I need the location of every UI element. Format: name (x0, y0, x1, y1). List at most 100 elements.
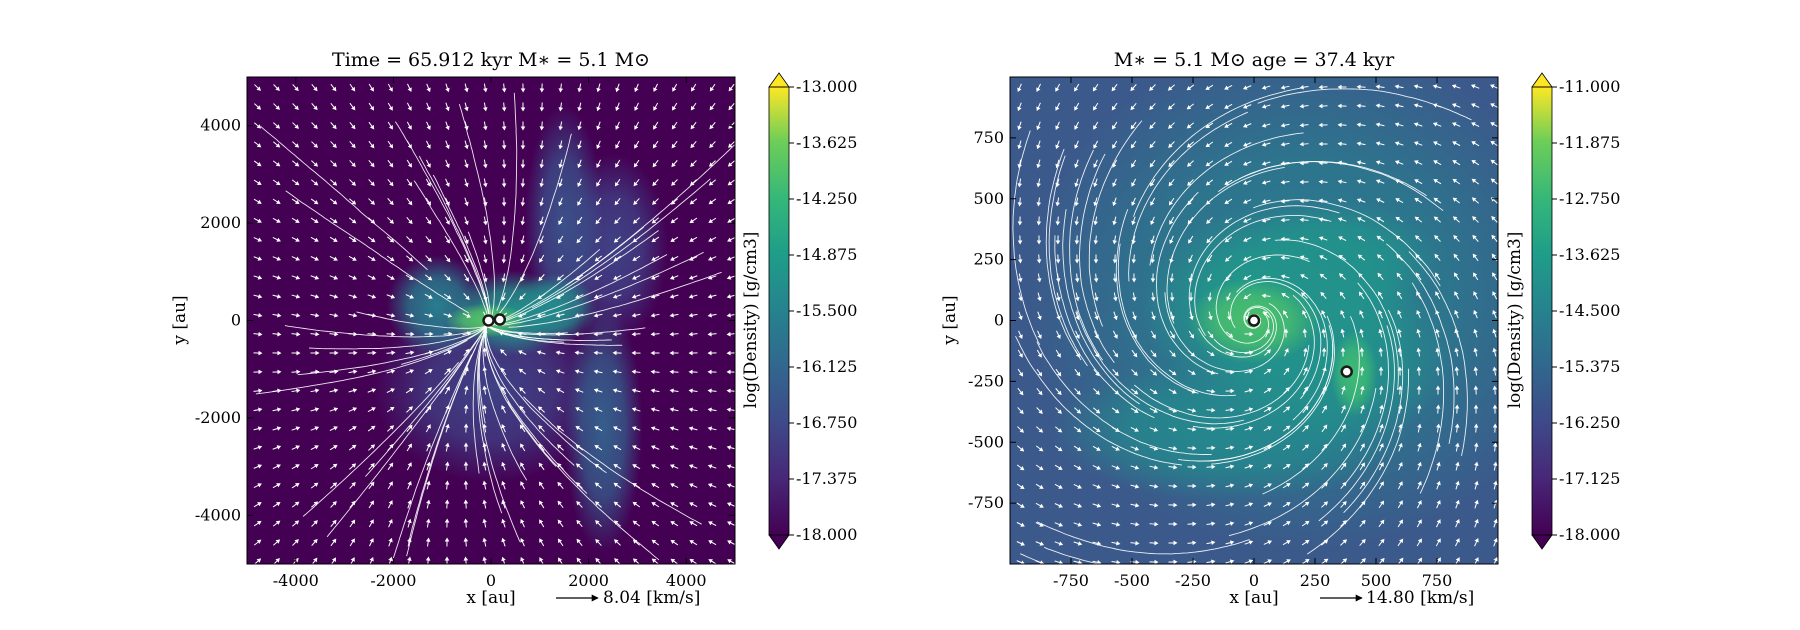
velocity-arrowhead (501, 88, 507, 93)
velocity-arrowhead (1414, 216, 1420, 221)
velocity-arrowhead (1096, 541, 1102, 546)
velocity-arrowhead (615, 163, 620, 168)
colorbar-extend-min (1531, 534, 1553, 550)
velocity-arrowhead (463, 404, 469, 409)
velocity-arrowhead (483, 164, 488, 169)
velocity-arrowhead (258, 350, 263, 356)
velocity-arrowhead (369, 556, 374, 562)
velocity-arrowhead (726, 350, 731, 356)
velocity-arrowhead (1074, 163, 1079, 169)
streamline (1228, 387, 1377, 537)
velocity-arrowhead (1095, 390, 1100, 395)
velocity-arrowhead (351, 219, 357, 224)
velocity-arrowhead (1134, 446, 1140, 451)
velocity-arrowhead (1229, 540, 1235, 545)
velocity-arrowhead (555, 331, 560, 337)
velocity-arrowhead (726, 388, 731, 394)
velocity-arrowhead (1394, 103, 1400, 108)
velocity-arrowhead (707, 256, 713, 261)
velocity-arrowhead (1149, 143, 1154, 149)
velocity-arrowhead (1019, 447, 1025, 452)
velocity-arrowhead (1243, 294, 1249, 300)
velocity-arrowhead (1230, 445, 1235, 450)
velocity-arrowhead (1342, 520, 1347, 525)
velocity-arrowhead (463, 461, 469, 466)
velocity-arrowhead (536, 313, 542, 318)
velocity-arrowhead (334, 369, 339, 375)
velocity-arrowhead (1436, 519, 1441, 524)
velocity-arrowhead (425, 518, 431, 523)
velocity-arrowhead (464, 366, 469, 372)
velocity-arrowhead (726, 445, 732, 450)
x-tick-label: -2000 (370, 571, 416, 590)
velocity-arrowhead (631, 294, 637, 299)
panel-2-sink-particles (1247, 314, 1353, 378)
velocity-arrowhead (334, 350, 339, 356)
panel-2-plot-area (1010, 77, 1498, 564)
velocity-arrowhead (671, 124, 677, 130)
velocity-arrowhead (1394, 122, 1400, 127)
streamline (1166, 166, 1285, 324)
velocity-arrowhead (314, 275, 320, 280)
velocity-arrowhead (1452, 178, 1458, 184)
streamline (1036, 521, 1250, 555)
sink-particle (1247, 314, 1261, 327)
velocity-arrowhead (612, 388, 618, 393)
velocity-arrowhead (1394, 84, 1399, 89)
velocity-arrowhead (1093, 259, 1099, 264)
velocity-arrowhead (1113, 352, 1119, 358)
velocity-arrowhead (726, 313, 731, 318)
velocity-arrowhead (1492, 291, 1497, 296)
streamline (478, 328, 521, 542)
velocity-arrowhead (369, 87, 374, 92)
velocity-arrowhead (275, 162, 281, 167)
velocity-arrowhead (1322, 385, 1327, 391)
velocity-arrowhead (1398, 442, 1403, 448)
velocity-arrowhead (614, 219, 619, 224)
velocity-arrowhead (689, 200, 695, 205)
velocity-arrowhead (612, 350, 617, 356)
velocity-arrowhead (650, 294, 656, 299)
velocity-arrowhead (1036, 125, 1041, 131)
velocity-arrowhead (464, 277, 469, 282)
velocity-arrowhead (614, 181, 620, 187)
velocity-arrowhead (1299, 160, 1304, 166)
velocity-arrowhead (1226, 316, 1232, 321)
velocity-arrowhead (1039, 541, 1045, 546)
velocity-arrowhead (707, 426, 713, 431)
velocity-arrowhead (596, 87, 601, 93)
velocity-arrowhead (409, 313, 415, 318)
velocity-arrowhead (1210, 370, 1216, 375)
velocity-arrowhead (350, 86, 356, 92)
colorbar-gradient (769, 87, 789, 535)
velocity-arrowhead (1211, 389, 1216, 394)
velocity-arrowhead (277, 388, 282, 394)
y-tick-label: -500 (968, 432, 1004, 451)
velocity-arrowhead (1132, 334, 1137, 339)
velocity-arrowhead (1436, 538, 1441, 543)
velocity-arrowhead (277, 350, 282, 356)
velocity-arrowhead (391, 331, 396, 337)
streamline (1408, 251, 1468, 456)
velocity-arrowhead (593, 369, 599, 374)
velocity-arrowhead (1303, 386, 1308, 391)
velocity-arrowhead (463, 556, 469, 561)
velocity-arrowhead (1471, 197, 1477, 202)
velocity-arrowhead (1017, 163, 1022, 169)
velocity-arrowhead (1036, 163, 1041, 169)
velocity-arrowhead (389, 181, 394, 187)
velocity-arrowhead (1094, 334, 1099, 339)
velocity-arrowhead (1154, 540, 1159, 546)
velocity-arrowhead (1150, 182, 1155, 187)
velocity-arrowhead (332, 501, 337, 506)
velocity-arrowhead (539, 557, 544, 562)
velocity-arrowhead (370, 143, 375, 149)
velocity-arrowhead (1304, 405, 1309, 411)
streamline (1237, 161, 1444, 211)
velocity-arrowhead (1150, 297, 1156, 302)
velocity-arrowhead (671, 162, 676, 168)
velocity-arrowhead (1342, 558, 1348, 563)
velocity-arrowhead (1057, 390, 1062, 396)
velocity-arrowhead (1416, 291, 1421, 296)
velocity-arrowhead (652, 200, 657, 205)
